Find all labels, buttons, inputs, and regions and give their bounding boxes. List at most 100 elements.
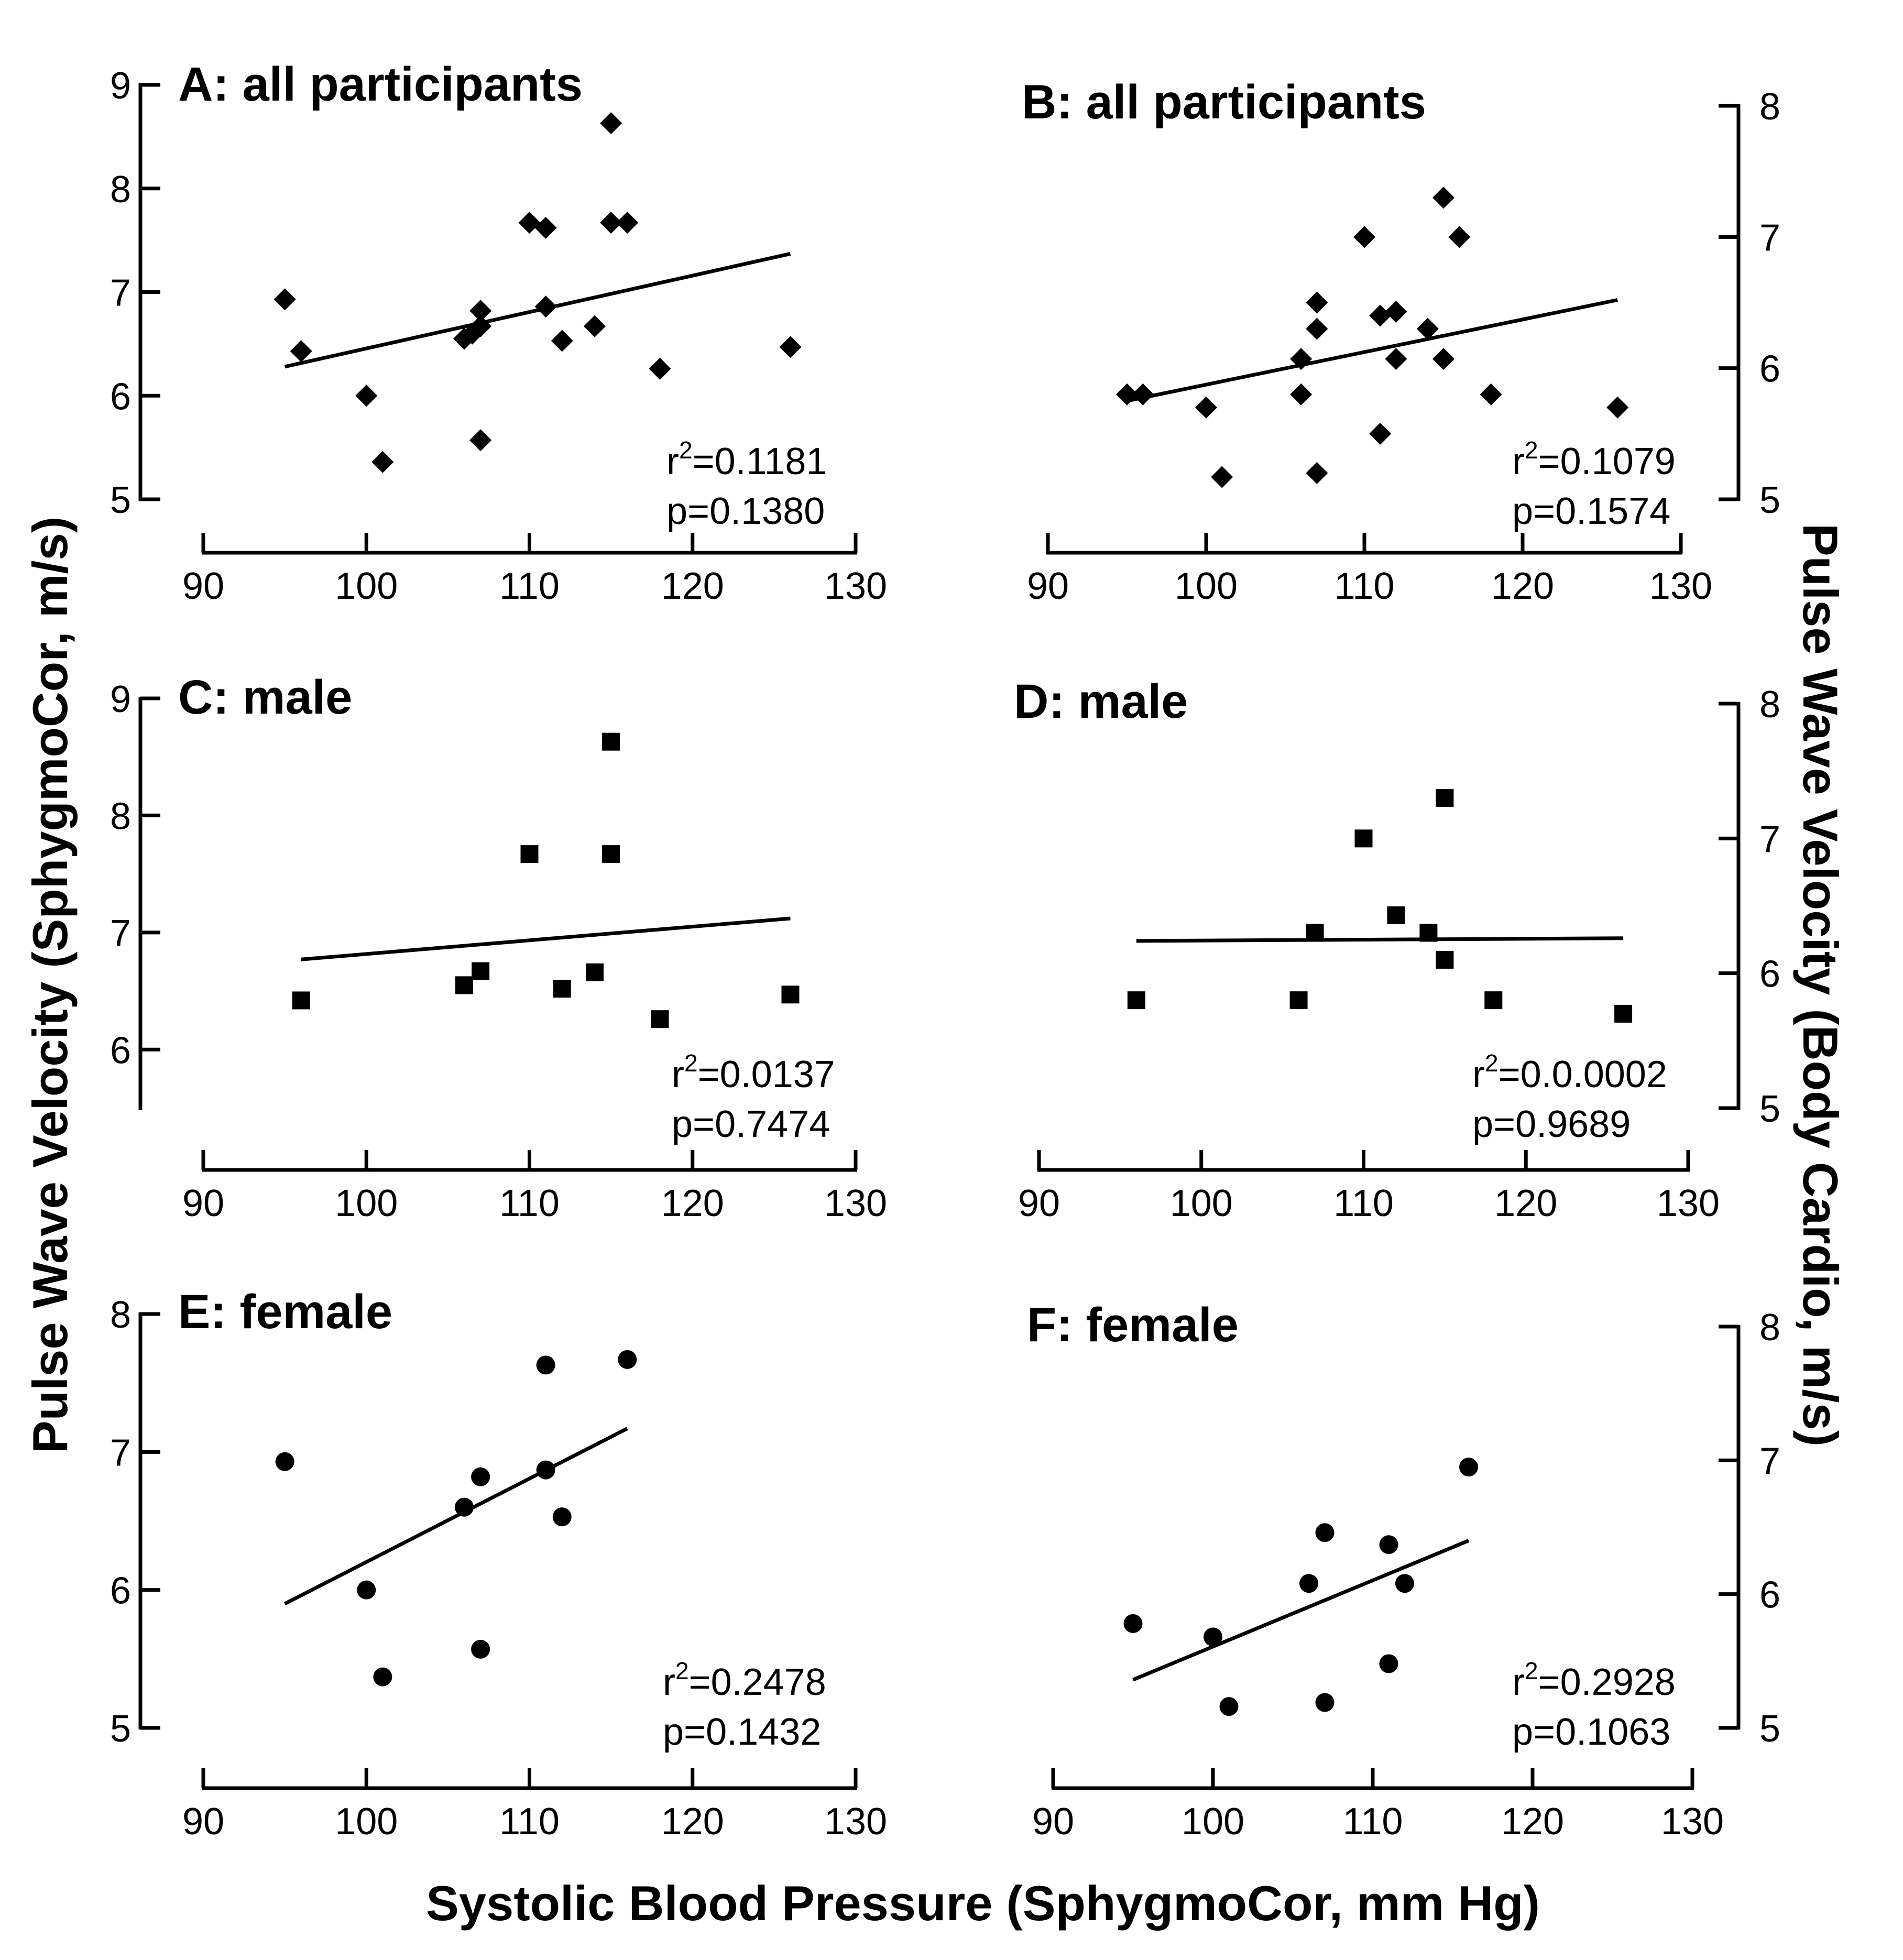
y-tick-label: 8: [110, 795, 131, 837]
data-point: [1369, 304, 1392, 327]
data-point: [1436, 950, 1454, 969]
x-tick-label: 110: [499, 565, 560, 607]
data-point: [553, 980, 571, 998]
data-point: [1315, 1693, 1335, 1712]
data-point: [455, 1497, 474, 1517]
data-point: [1419, 924, 1438, 942]
data-point: [1116, 383, 1138, 406]
r-symbol: r: [1512, 441, 1525, 483]
data-point: [1448, 226, 1471, 248]
x-tick-label: 100: [1170, 1182, 1233, 1224]
x-tick-label: 120: [1491, 565, 1554, 607]
x-tick-label: 130: [824, 565, 887, 607]
r-squared-label: r2=0.0.0002: [1472, 1049, 1667, 1096]
y-tick-label: 8: [1759, 684, 1780, 726]
y-tick-label: 8: [110, 1294, 131, 1336]
x-tick-label: 90: [182, 565, 224, 607]
y-tick-label: 7: [1759, 217, 1780, 259]
x-tick-label: 130: [1649, 565, 1712, 607]
y-tick-label: 9: [110, 65, 131, 107]
right-y-axis-title: Pulse Wave Velocity (Body Cardio, m/s): [1793, 523, 1848, 1447]
r-squared-exponent: 2: [1485, 1049, 1499, 1077]
y-tick-label: 8: [1759, 1307, 1780, 1349]
data-point: [534, 295, 557, 318]
y-tick-label: 7: [110, 272, 131, 314]
x-tick-label: 110: [499, 1182, 560, 1224]
panel-title: D: male: [1014, 675, 1188, 728]
y-tick-label: 7: [1759, 818, 1780, 860]
data-point: [551, 330, 573, 352]
panel-e: E: female 90 100 110 120 130 5 6 7 8 r2=0.2478 p=0.…: [110, 1285, 887, 1843]
data-point: [469, 429, 492, 452]
data-point: [1306, 317, 1328, 340]
x-tick-label: 90: [182, 1182, 224, 1224]
data-point: [1290, 348, 1313, 370]
data-point: [1385, 348, 1407, 370]
x-tick-label: 130: [1661, 1801, 1724, 1843]
data-point: [1614, 1004, 1633, 1023]
data-point: [469, 300, 492, 322]
y-tick-label: 8: [1759, 86, 1780, 128]
y-tick-label: 6: [110, 376, 131, 418]
data-point: [552, 1507, 572, 1527]
data-point: [472, 962, 490, 980]
x-tick-label: 120: [1501, 1801, 1564, 1843]
data-point: [357, 1580, 376, 1600]
x-tick-label: 120: [661, 565, 724, 607]
data-point: [471, 1639, 490, 1659]
r-squared-value: =0.1181: [693, 441, 827, 483]
data-point: [1306, 291, 1328, 314]
data-point: [1299, 1574, 1318, 1593]
panel-title: F: female: [1027, 1298, 1239, 1352]
data-point: [534, 216, 557, 239]
data-point: [584, 315, 606, 337]
data-point: [518, 212, 541, 234]
data-point: [469, 315, 492, 337]
y-tick-label: 6: [110, 1030, 131, 1071]
data-point: [1353, 226, 1375, 248]
x-tick-label: 100: [335, 1801, 398, 1843]
data-point: [536, 1355, 555, 1375]
data-point: [1123, 1614, 1143, 1633]
y-tick-label: 5: [110, 1708, 131, 1750]
regression-line: [1136, 936, 1624, 943]
data-point: [1290, 383, 1313, 406]
y-tick-label: 6: [110, 1570, 131, 1612]
r-squared-value: =0.1079: [1538, 441, 1676, 483]
x-axis-title: Systolic Blood Pressure (SphygmoCor, mm …: [426, 1876, 1540, 1931]
y-tick-label: 6: [1759, 1574, 1780, 1616]
panel-c: C: male 90 100 110 120 130 6 7 8 9 r2=0.0137 p=0.74…: [110, 671, 887, 1224]
x-tick-label: 110: [1343, 1801, 1403, 1843]
p-value-label: p=0.1574: [1512, 490, 1670, 532]
data-point: [1436, 789, 1454, 807]
data-point: [602, 732, 620, 751]
y-tick-label: 5: [1759, 1708, 1780, 1750]
r-squared-label: r2=0.2478: [663, 1657, 826, 1703]
r-squared-value: =0.2478: [689, 1661, 826, 1703]
data-point: [651, 1010, 669, 1028]
data-point: [471, 1467, 490, 1486]
data-point: [355, 385, 378, 407]
r-squared-exponent: 2: [675, 1657, 689, 1684]
r-squared-label: r2=0.1079: [1512, 436, 1676, 483]
panel-f: F: female 90 100 110 120 130 5 6 7 8 r2=0.2928 p=0.…: [1027, 1298, 1780, 1843]
x-tick-label: 90: [1032, 1801, 1074, 1843]
y-tick-label: 7: [110, 913, 131, 955]
data-point: [649, 357, 671, 380]
data-point: [586, 963, 604, 981]
x-tick-label: 120: [1494, 1182, 1557, 1224]
r-squared-value: =0.0.0002: [1499, 1054, 1667, 1096]
r-squared-label: r2=0.2928: [1512, 1657, 1676, 1703]
data-point: [1306, 924, 1324, 942]
x-tick-label: 100: [1175, 565, 1238, 607]
data-point: [600, 112, 622, 135]
r-squared-label: r2=0.0137: [672, 1049, 835, 1096]
data-point: [274, 288, 296, 311]
r-symbol: r: [663, 1661, 675, 1703]
regression-line: [284, 1427, 628, 1606]
data-point: [1289, 991, 1308, 1010]
data-point: [536, 1460, 555, 1480]
data-point: [1127, 991, 1145, 1010]
